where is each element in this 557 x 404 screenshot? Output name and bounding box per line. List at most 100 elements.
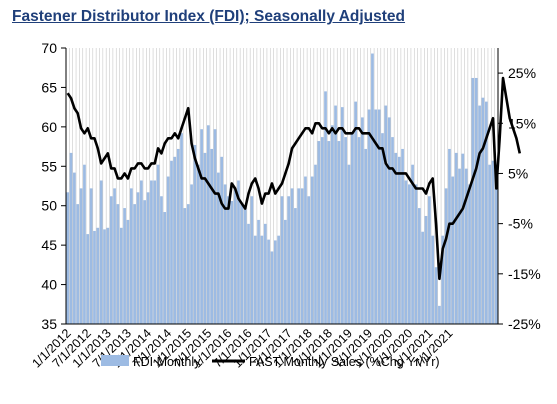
- legend: FDI Monthly FAST Monthly Sales (%Chg Yr/…: [101, 355, 440, 369]
- fdi-bar: [327, 141, 331, 324]
- fdi-bar: [173, 156, 177, 324]
- fdi-bar: [103, 229, 106, 324]
- fdi-bar: [484, 101, 488, 324]
- right-tick-label: 15%: [508, 115, 536, 131]
- fast-sales-line: [66, 76, 522, 281]
- fdi-bar: [119, 227, 123, 324]
- fast-sales-line-group: [66, 76, 522, 281]
- fdi-bar: [304, 176, 307, 324]
- fdi-bar: [263, 223, 267, 324]
- fdi-bar: [384, 105, 388, 325]
- fdi-bar: [471, 77, 475, 324]
- fdi-bar: [310, 176, 314, 324]
- fdi-bar: [394, 152, 398, 324]
- fdi-bar: [109, 196, 113, 324]
- fdi-bar: [417, 208, 421, 324]
- fdi-bar: [116, 204, 120, 324]
- fdi-bar: [317, 141, 321, 324]
- fdi-bar: [481, 97, 485, 325]
- left-tick-label: 35: [41, 316, 57, 332]
- fdi-bar: [247, 223, 250, 324]
- left-tick-label: 70: [41, 40, 57, 56]
- fdi-bar: [140, 180, 143, 324]
- fdi-bar: [424, 215, 428, 324]
- fdi-bar: [193, 144, 197, 324]
- fdi-bar: [451, 176, 455, 324]
- fdi-bar: [240, 204, 244, 324]
- left-axis-ticks: 35 40 45 50 55 60 65 70: [41, 40, 66, 332]
- fdi-bar: [474, 77, 478, 324]
- fdi-bar: [347, 164, 351, 324]
- fdi-bar: [223, 184, 227, 324]
- fdi-bar: [448, 148, 451, 324]
- fdi-bar: [297, 188, 301, 324]
- fdi-bar: [123, 208, 126, 324]
- fdi-bar: [294, 208, 297, 324]
- fdi-bar: [374, 109, 378, 324]
- fdi-bar: [277, 235, 280, 324]
- fdi-bar: [284, 219, 287, 324]
- fdi-bar: [150, 180, 153, 324]
- fdi-bar: [307, 196, 311, 324]
- fdi-bar: [217, 172, 220, 324]
- fdi-bar: [79, 188, 83, 324]
- fdi-bars: [66, 53, 498, 325]
- fdi-bar: [163, 212, 167, 324]
- right-tick-label: 25%: [508, 65, 536, 81]
- fdi-bar: [314, 164, 317, 324]
- fdi-bar: [253, 235, 257, 324]
- fdi-bar: [320, 137, 324, 324]
- fdi-bar: [428, 196, 431, 324]
- fdi-bar: [404, 180, 408, 324]
- fdi-bar: [93, 230, 96, 324]
- fdi-bar: [250, 196, 254, 324]
- right-tick-label: -5%: [508, 216, 533, 232]
- fdi-bar: [200, 129, 203, 324]
- fdi-bar: [340, 107, 344, 325]
- fdi-bar: [170, 160, 173, 324]
- fdi-bar: [243, 208, 247, 324]
- fdi-bar: [260, 235, 264, 324]
- fdi-bar: [287, 196, 291, 324]
- legend-label-fast: FAST Monthly Sales (%Chg Yr/Yr): [249, 355, 440, 369]
- fdi-bar: [66, 192, 70, 324]
- fdi-bar: [491, 160, 495, 324]
- fdi-bar: [143, 200, 147, 324]
- fdi-bar: [237, 180, 240, 324]
- fdi-bar: [133, 204, 136, 324]
- fdi-bar: [113, 188, 116, 324]
- left-tick-label: 55: [41, 158, 57, 174]
- fdi-bar: [431, 235, 435, 324]
- fdi-bar: [494, 164, 498, 324]
- fdi-bar: [270, 251, 274, 324]
- left-tick-label: 65: [41, 79, 57, 95]
- legend-label-fdi: FDI Monthly: [133, 355, 201, 369]
- fdi-bar: [176, 148, 180, 324]
- fdi-bar: [387, 117, 391, 324]
- fdi-bar: [438, 305, 441, 324]
- fdi-bar: [190, 184, 193, 324]
- fdi-bar: [76, 204, 80, 324]
- fdi-bar: [153, 180, 157, 324]
- fdi-bar: [196, 164, 200, 324]
- fdi-bar: [441, 235, 445, 324]
- fdi-bar: [280, 196, 284, 324]
- fdi-bar: [434, 267, 438, 324]
- fdi-bar: [83, 164, 86, 324]
- fdi-bar: [350, 133, 354, 324]
- fdi-bar: [203, 152, 207, 324]
- fdi-bar: [129, 188, 133, 324]
- fdi-bar: [156, 164, 160, 324]
- right-tick-label: 5%: [508, 165, 528, 181]
- fdi-bar: [89, 188, 93, 324]
- fdi-bar: [371, 53, 374, 325]
- left-tick-label: 60: [41, 119, 57, 135]
- fdi-bar: [267, 239, 270, 324]
- fdi-bar: [458, 168, 461, 324]
- fdi-bar: [206, 125, 210, 324]
- fdi-bar: [361, 117, 364, 324]
- fdi-bar: [377, 109, 381, 324]
- fdi-bar: [230, 200, 234, 324]
- fdi-bar: [136, 192, 140, 324]
- fdi-bar: [227, 196, 230, 324]
